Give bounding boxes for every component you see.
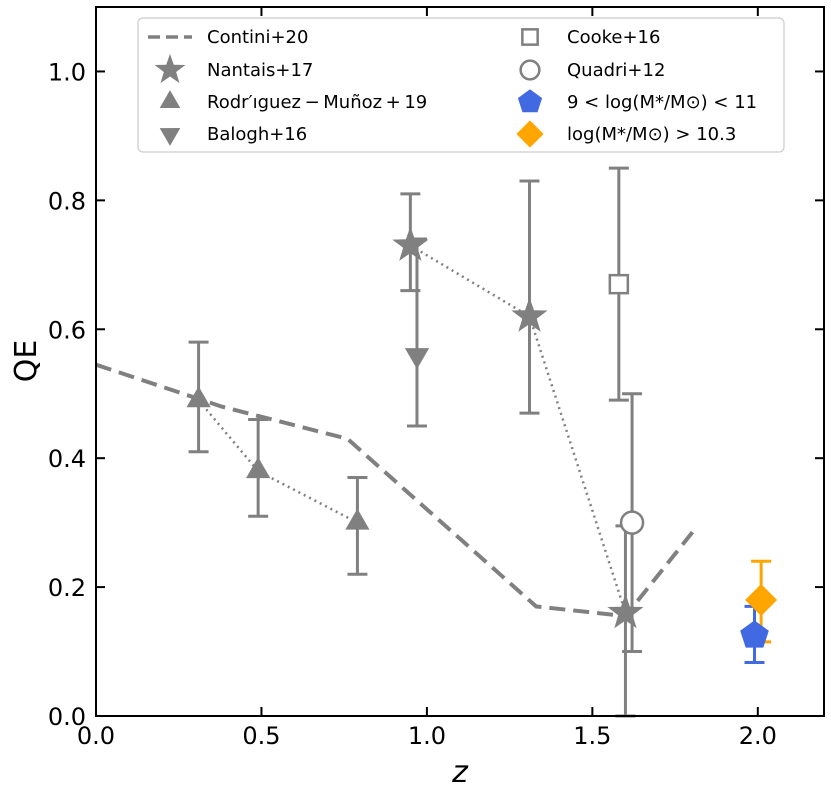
data-point-triangle-up: [345, 508, 370, 530]
data-point-star: [607, 593, 644, 629]
x-tick-label: 0.5: [242, 722, 280, 750]
legend-swatch-diamond: [516, 120, 544, 148]
legend-label: Quadri+12: [567, 60, 665, 81]
legend: Contini+20 Nantais+17 Rodr′ıguez − Muñoz +…: [137, 17, 785, 153]
data-point-triangle-down: [404, 348, 430, 370]
data-point-star: [511, 297, 548, 332]
legend-label: Nantais+17: [207, 60, 313, 81]
y-tick-label: 0.4: [48, 445, 86, 473]
y-axis-title: QE: [9, 340, 44, 383]
data-point-circle-open: [619, 510, 645, 535]
y-tick-label: 1.0: [48, 58, 86, 86]
x-tick-label: 0.0: [77, 722, 115, 750]
plot-frame: [95, 6, 825, 717]
x-tick-label: 2.0: [739, 722, 777, 750]
data-point-triangle-up: [246, 457, 271, 479]
y-tick-label: 0.0: [48, 703, 86, 731]
legend-swatch-star: [154, 53, 186, 84]
data-point-square-open: [608, 273, 630, 295]
legend-label: Cooke+16: [567, 27, 660, 48]
legend-swatch-square-open: [521, 28, 539, 46]
ticks-layer: 0.0 0.5 1.0 1.5 2.0 0.0 0.2 0.4 0.6 0.8 1.0: [48, 7, 824, 750]
legend-swatch-triangle-up: [159, 90, 181, 108]
legend-frame: [137, 17, 785, 153]
y-tick-label: 0.8: [48, 187, 86, 215]
y-tick-label: 0.6: [48, 316, 86, 344]
x-tick-label: 1.5: [573, 722, 611, 750]
legend-label: Contini+20: [207, 27, 308, 48]
legend-label: Balogh+16: [207, 124, 307, 145]
y-tick-label: 0.2: [48, 574, 86, 602]
data-point-pentagon: [740, 620, 769, 648]
data-point-diamond: [745, 584, 778, 616]
data-point-triangle-up: [186, 386, 211, 408]
legend-label: log(M*/M⊙) > 10.3: [567, 124, 736, 145]
legend-label: Rodr′ıguez − Muñoz + 19: [207, 92, 427, 113]
legend-swatch-triangle-down: [159, 128, 181, 146]
legend-swatch-circle-open: [519, 59, 541, 81]
series-connector: [197, 399, 358, 524]
x-tick-label: 1.0: [408, 722, 446, 750]
data-point-star: [392, 226, 429, 261]
x-axis-title: z: [451, 755, 469, 790]
legend-swatch-pentagon: [517, 89, 543, 113]
legend-label: 9 < log(M*/M⊙) < 11: [567, 92, 757, 113]
